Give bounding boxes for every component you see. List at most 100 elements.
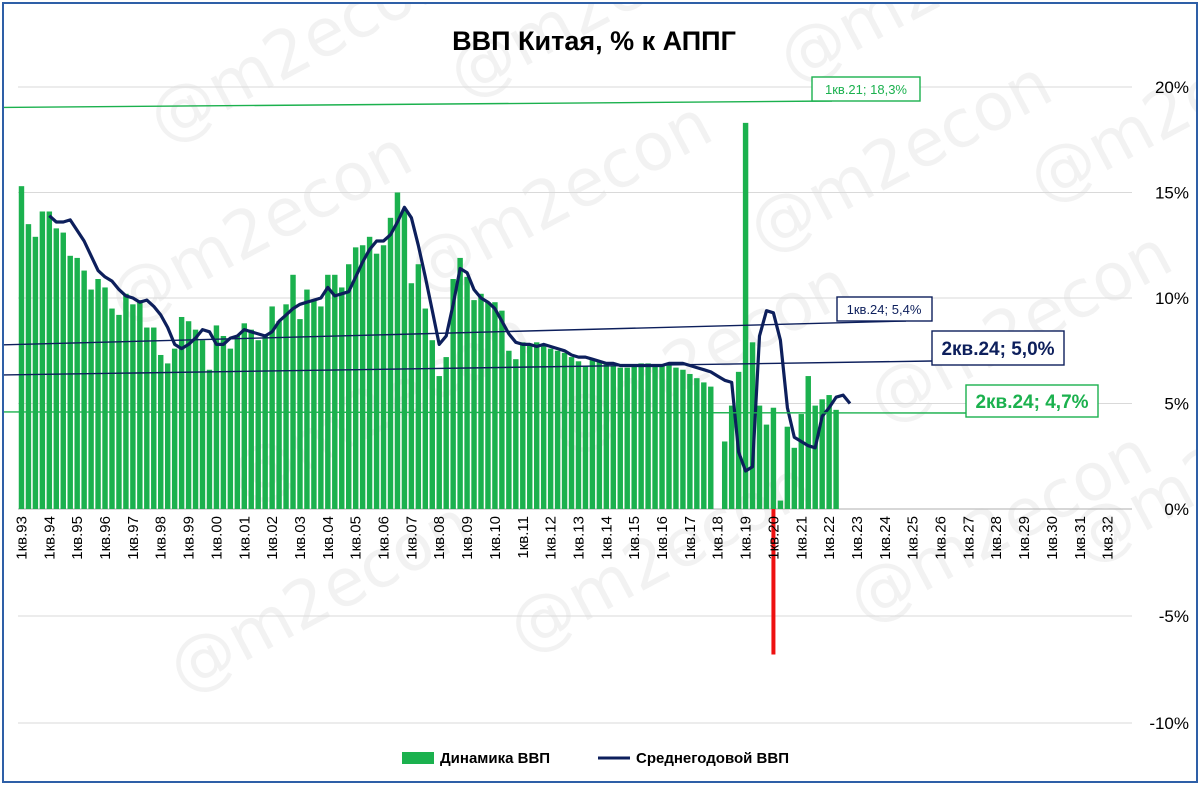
bar-37 — [276, 321, 282, 509]
x-tick-8: 1кв.01 — [236, 516, 253, 560]
legend-label-line: Среднегодовой ВВП — [636, 750, 789, 767]
bar-52 — [380, 245, 387, 509]
bar-77 — [554, 350, 561, 509]
x-tick-38: 1кв.31 — [1072, 516, 1089, 560]
watermark-0: @m2econ — [135, 4, 464, 158]
bar-79 — [568, 357, 575, 509]
bar-115 — [819, 399, 825, 509]
x-tick-24: 1кв.17 — [682, 516, 699, 560]
bar-58 — [422, 308, 429, 509]
x-tick-28: 1кв.21 — [793, 516, 810, 560]
bar-40 — [297, 319, 303, 509]
bar-96 — [687, 373, 693, 509]
bar-49 — [359, 245, 366, 509]
bar-73 — [527, 344, 533, 509]
annotation-leader-0 — [4, 100, 833, 109]
bar-116 — [826, 395, 832, 509]
bar-112 — [798, 414, 804, 509]
y-tick-6: -10% — [1149, 714, 1189, 733]
legend: Динамика ВВП Среднегодовой ВВП — [402, 750, 789, 767]
bar-85 — [610, 365, 617, 509]
annotation-box-2 — [931, 330, 1065, 366]
bar-6 — [60, 232, 66, 509]
y-tick-1: 15% — [1155, 184, 1189, 203]
bar-53 — [387, 217, 394, 509]
bar-5 — [53, 228, 60, 509]
bar-35 — [262, 335, 268, 509]
bar-0 — [18, 186, 25, 510]
bar-108 — [770, 407, 777, 509]
bar-21 — [164, 363, 171, 509]
bar-78 — [561, 352, 568, 509]
bar-4 — [46, 211, 53, 510]
x-tick-10: 1кв.03 — [292, 516, 309, 560]
bar-25 — [192, 329, 199, 509]
bar-47 — [346, 264, 352, 509]
x-tick-26: 1кв.19 — [738, 516, 755, 560]
x-tick-1: 1кв.94 — [41, 516, 58, 560]
x-tick-9: 1кв.02 — [264, 516, 281, 560]
x-tick-15: 1кв.08 — [431, 516, 448, 560]
annotation-label-3: 2кв.24; 4,7% — [975, 392, 1088, 413]
bar-61 — [443, 357, 449, 509]
x-tick-13: 1кв.06 — [376, 516, 393, 560]
bar-55 — [401, 209, 408, 509]
x-tick-20: 1кв.13 — [570, 516, 587, 560]
bar-80 — [575, 361, 582, 509]
bar-91 — [652, 365, 658, 509]
bar-66 — [478, 293, 484, 509]
bar-110 — [784, 426, 791, 509]
bar-42 — [311, 300, 317, 509]
bar-1 — [25, 224, 32, 509]
annotation-leader-3 — [4, 411, 967, 414]
bar-43 — [318, 306, 324, 509]
bar-29 — [220, 335, 227, 509]
annotation-label-2: 2кв.24; 5,0% — [941, 339, 1054, 360]
x-tick-29: 1кв.22 — [821, 516, 838, 560]
bar-44 — [325, 274, 331, 509]
watermark-4: @m2econ — [395, 85, 724, 309]
bar-50 — [366, 236, 373, 509]
y-tick-5: -5% — [1159, 607, 1189, 626]
annotation-box-0 — [811, 76, 921, 102]
bar-62 — [450, 279, 456, 509]
x-tick-6: 1кв.99 — [181, 516, 198, 560]
x-tick-25: 1кв.18 — [710, 516, 727, 560]
x-tick-33: 1кв.26 — [933, 516, 950, 560]
x-tick-2: 1кв.95 — [69, 516, 86, 560]
bar-41 — [304, 289, 310, 509]
bar-60 — [436, 376, 442, 509]
x-tick-27: 1кв.20 — [765, 516, 782, 560]
x-tick-34: 1кв.27 — [960, 516, 977, 560]
legend-swatch-bars — [402, 752, 434, 764]
bar-117 — [833, 409, 839, 509]
bar-101 — [721, 441, 728, 509]
y-tick-labels: 20% 15% 10% 5% 0% -5% -10% — [1149, 78, 1189, 733]
watermark-1: @m2econ — [435, 4, 764, 113]
bar-30 — [227, 348, 234, 509]
x-tick-11: 1кв.04 — [320, 516, 337, 560]
bar-24 — [185, 321, 192, 509]
bar-76 — [547, 348, 554, 509]
bar-74 — [533, 342, 540, 509]
bar-81 — [582, 365, 589, 509]
bar-67 — [485, 302, 491, 509]
x-tick-37: 1кв.30 — [1044, 516, 1061, 560]
y-tick-4: 0% — [1164, 500, 1189, 519]
bar-15 — [123, 293, 129, 509]
bar-65 — [471, 300, 477, 509]
x-tick-22: 1кв.15 — [626, 516, 643, 560]
bar-71 — [513, 359, 519, 509]
annotation-leader-2 — [4, 360, 933, 376]
bar-18 — [144, 327, 150, 509]
x-tick-14: 1кв.07 — [403, 516, 420, 560]
annotation-box-3 — [965, 384, 1099, 418]
bar-69 — [499, 310, 505, 509]
bar-83 — [596, 361, 603, 509]
x-tick-23: 1кв.16 — [654, 516, 671, 560]
bar-114 — [812, 405, 818, 509]
bar-28 — [213, 325, 220, 509]
x-tick-7: 1кв.00 — [208, 516, 225, 560]
bar-56 — [408, 283, 415, 509]
